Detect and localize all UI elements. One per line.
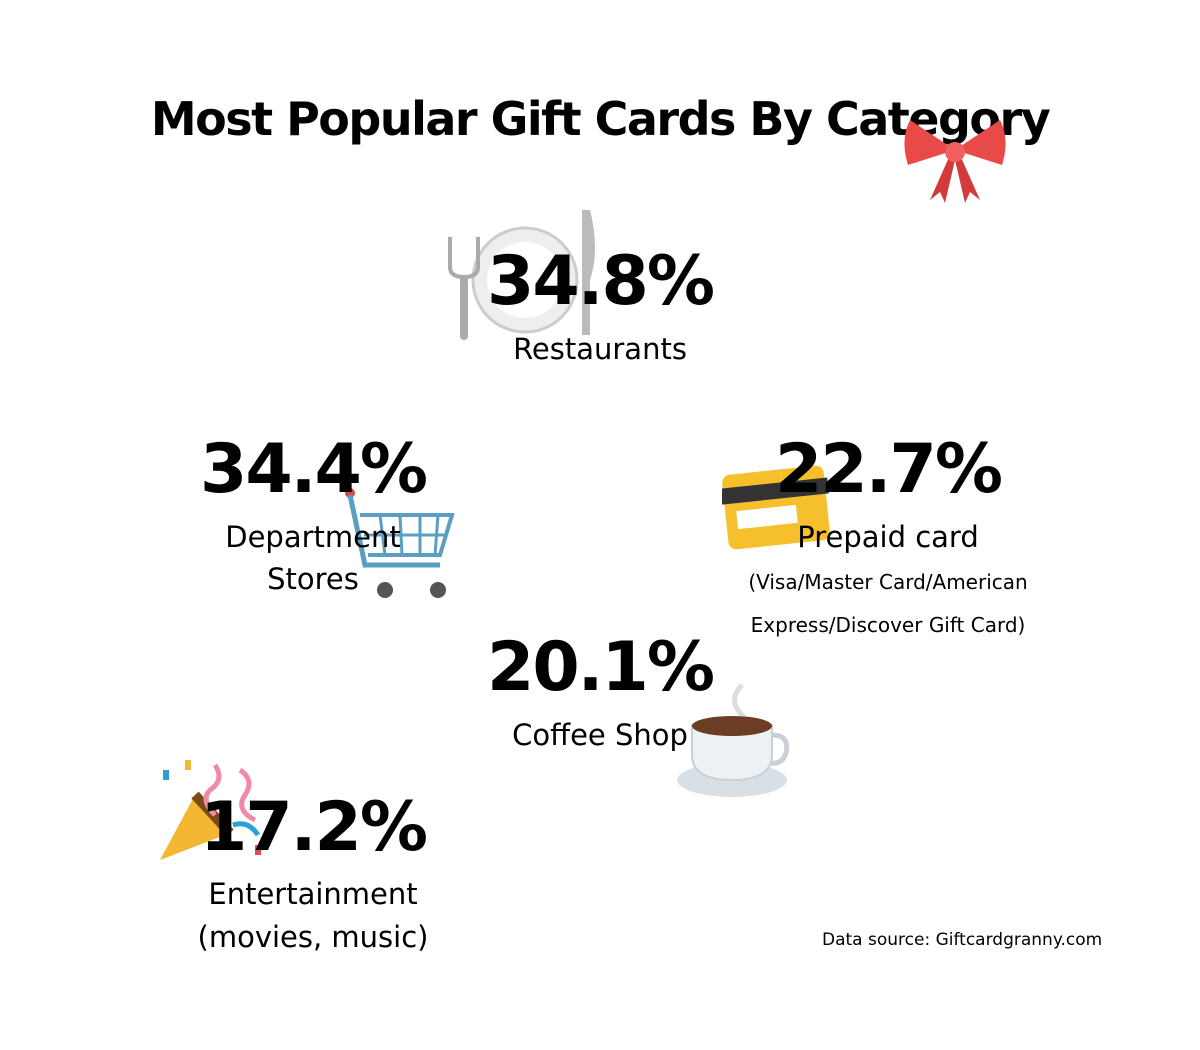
stat-label: Prepaid card — [797, 520, 979, 554]
restaurant-icon — [448, 210, 595, 340]
stat-label: Department — [225, 520, 401, 554]
ribbon-icon — [904, 120, 1006, 203]
cart-icon — [345, 488, 455, 598]
stat-value: 34.8% — [487, 242, 715, 321]
card-icon — [722, 465, 830, 550]
stat-value: 34.4% — [200, 430, 428, 509]
source-note: Data source: Giftcardgranny.com — [822, 930, 1103, 950]
stat-label: Restaurants — [513, 332, 687, 366]
stat-label: Entertainment — [208, 877, 418, 911]
stat-value: 22.7% — [775, 430, 1003, 509]
stat-value: 20.1% — [487, 628, 715, 707]
stat-value: 17.2% — [200, 788, 428, 867]
stat-label: (movies, music) — [197, 920, 429, 954]
coffee-icon — [677, 683, 790, 797]
stat-label: Stores — [267, 562, 359, 596]
stat-note: Express/Discover Gift Card) — [750, 613, 1026, 637]
party-icon — [160, 760, 261, 860]
title: Most Popular Gift Cards By Category — [150, 92, 1051, 146]
stat-label: Coffee Shop — [512, 718, 688, 752]
stat-note: (Visa/Master Card/American — [748, 570, 1028, 594]
